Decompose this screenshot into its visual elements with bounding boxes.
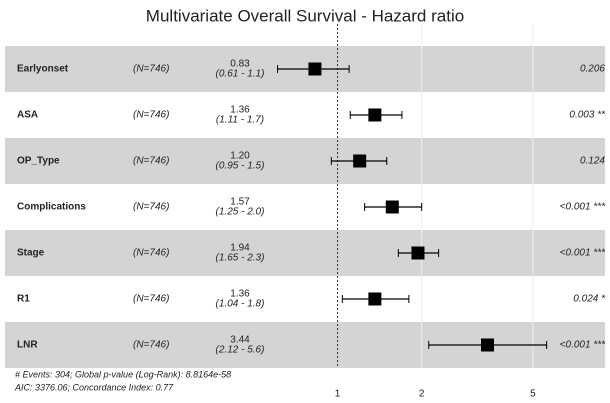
ci-label: (1.65 - 2.3): [216, 253, 265, 264]
ci-label: (0.95 - 1.5): [216, 161, 265, 172]
p-label: 0.003 **: [569, 110, 606, 121]
hr-point: [353, 154, 367, 168]
hr-label: 1.94: [230, 243, 250, 254]
hr-point: [411, 246, 425, 260]
n-label: (N=746): [133, 64, 169, 75]
x-tick-label: 5: [530, 389, 536, 400]
n-label: (N=746): [133, 156, 169, 167]
row-band: [5, 138, 605, 184]
n-label: (N=746): [133, 110, 169, 121]
row-band: [5, 230, 605, 276]
ci-label: (1.04 - 1.8): [216, 299, 265, 310]
ci-label: (1.11 - 1.7): [216, 115, 264, 126]
hr-point: [308, 62, 322, 76]
x-tick-label: 2: [419, 389, 425, 400]
hr-point: [368, 108, 382, 122]
n-label: (N=746): [133, 248, 169, 259]
variable-label: ASA: [17, 110, 38, 121]
hr-label: 0.83: [230, 59, 250, 70]
x-tick-label: 1: [335, 389, 341, 400]
p-label: <0.001 ***: [560, 248, 606, 259]
p-label: <0.001 ***: [560, 340, 606, 351]
hr-point: [368, 292, 382, 306]
ci-label: (1.25 - 2.0): [216, 207, 265, 218]
ci-label: (2.12 - 5.6): [216, 345, 265, 356]
hr-label: 1.36: [230, 289, 250, 300]
hr-point: [480, 338, 494, 352]
n-label: (N=746): [133, 340, 169, 351]
p-label: 0.124: [580, 156, 605, 167]
hr-label: 1.57: [230, 197, 250, 208]
footnote: AIC: 3376.06; Concordance Index: 0.77: [14, 382, 174, 392]
variable-label: Stage: [17, 248, 45, 259]
hr-point: [385, 200, 399, 214]
hr-label: 1.20: [230, 151, 250, 162]
hr-label: 1.36: [230, 105, 250, 116]
variable-label: Complications: [17, 202, 86, 213]
variable-label: OP_Type: [17, 156, 60, 167]
variable-label: R1: [17, 294, 30, 305]
p-label: 0.206: [580, 64, 605, 75]
n-label: (N=746): [133, 202, 169, 213]
chart-title: Multivariate Overall Survival - Hazard r…: [146, 6, 464, 25]
ci-label: (0.61 - 1.1): [216, 69, 265, 80]
p-label: 0.024 *: [573, 294, 606, 305]
variable-label: Earlyonset: [17, 64, 69, 75]
variable-label: LNR: [17, 340, 38, 351]
footnote: # Events: 304; Global p-value (Log-Rank)…: [15, 369, 231, 379]
p-label: <0.001 ***: [560, 202, 606, 213]
n-label: (N=746): [133, 294, 169, 305]
hr-label: 3.44: [230, 335, 250, 346]
